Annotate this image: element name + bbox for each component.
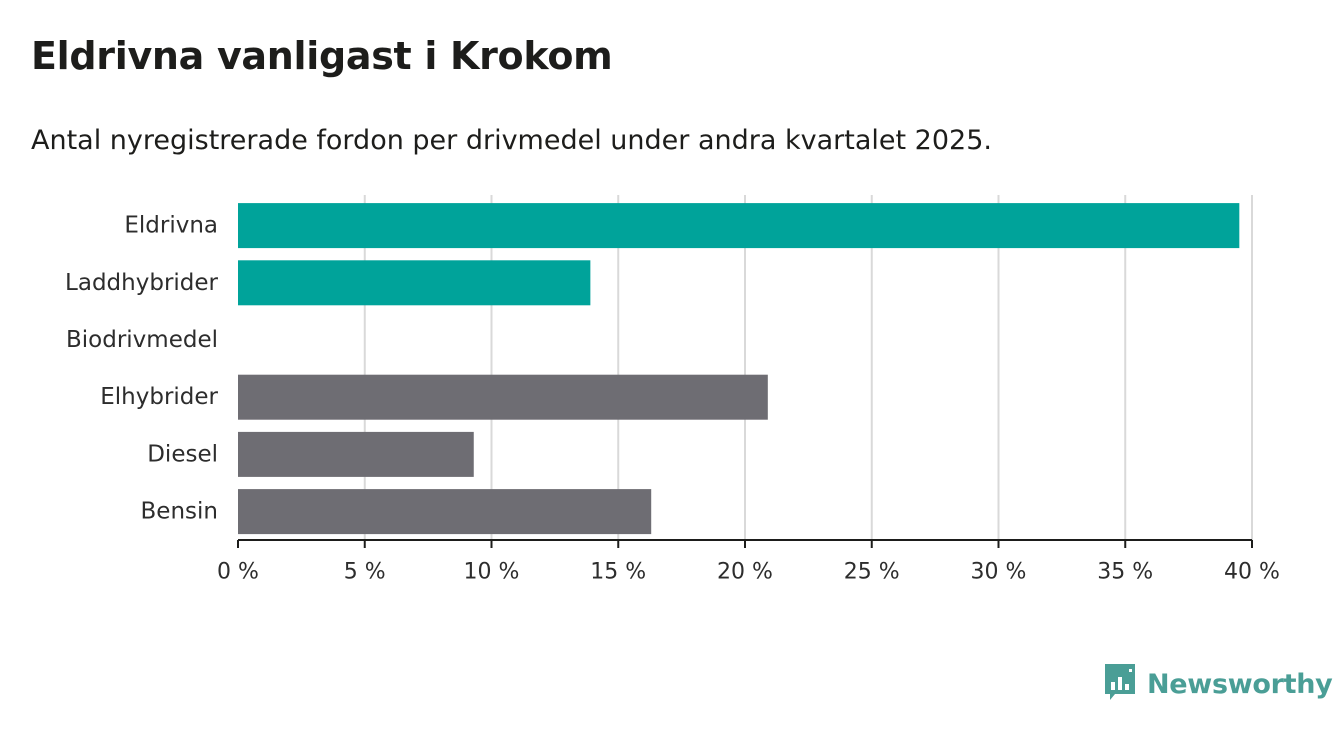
category-label: Biodrivmedel [66, 327, 218, 353]
category-label: Elhybrider [100, 384, 218, 410]
chart-subtitle: Antal nyregistrerade fordon per drivmede… [31, 125, 992, 156]
category-label: Diesel [147, 441, 218, 467]
x-tick-label: 25 % [844, 560, 900, 585]
bar-bensin [238, 489, 652, 535]
bar-elhybrider [238, 374, 768, 420]
category-label: Laddhybrider [65, 270, 218, 296]
x-axis: 0 % 5 % 10 % 15 % 20 % 25 % 30 % 35 % 40 % [217, 539, 1280, 585]
x-tick-label: 5 % [344, 560, 386, 585]
x-tick-label: 20 % [717, 560, 773, 585]
x-tick-label: 15 % [590, 560, 646, 585]
category-label: Bensin [141, 499, 218, 525]
brand-name: Newsworthy [1147, 668, 1333, 700]
x-tick-label: 0 % [217, 560, 259, 585]
chart-title: Eldrivna vanligast i Krokom [31, 34, 613, 78]
x-tick-label: 35 % [1097, 560, 1153, 585]
bars [238, 203, 1240, 535]
category-labels: Eldrivna Laddhybrider Biodrivmedel Elhybrid… [65, 213, 218, 525]
category-label: Eldrivna [124, 213, 218, 239]
x-tick-label: 10 % [464, 560, 520, 585]
bar-chart-speech-icon [1103, 662, 1137, 706]
bar-diesel [238, 431, 474, 477]
x-tick-label: 30 % [971, 560, 1027, 585]
brand-logo: Newsworthy [1103, 662, 1333, 706]
bar-eldrivna [238, 203, 1240, 249]
x-tick-label: 40 % [1224, 560, 1280, 585]
bar-laddhybrider [238, 260, 591, 306]
grid-lines [363, 195, 1253, 540]
